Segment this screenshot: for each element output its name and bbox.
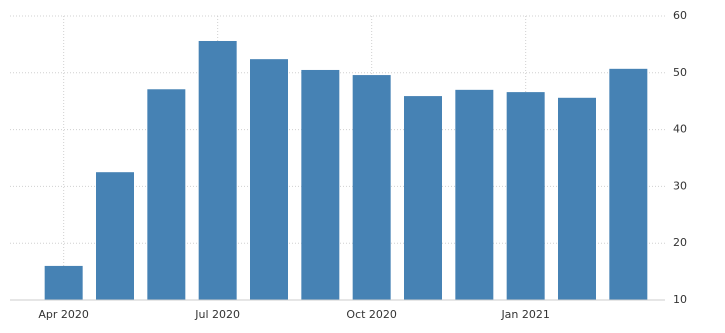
y-tick-label: 50 [673,66,687,79]
x-tick-label: Oct 2020 [346,308,397,321]
bar [301,69,340,301]
bar [455,89,494,300]
y-tick-label: 40 [673,123,687,136]
bar [96,172,134,300]
bar [609,68,648,300]
bar [147,89,186,300]
y-tick-label: 60 [673,9,687,22]
bar [404,96,442,300]
bar [250,59,288,300]
bar [198,40,237,300]
y-tick-label: 10 [673,293,687,306]
y-tick-label: 20 [673,236,687,249]
x-tick-label: Jan 2021 [500,308,549,321]
y-tick-label: 30 [673,179,687,192]
bar [506,92,545,300]
bar [558,97,596,301]
bar [44,265,83,300]
x-tick-label: Apr 2020 [38,308,89,321]
bar [352,75,391,301]
x-tick-label: Jul 2020 [194,308,240,321]
